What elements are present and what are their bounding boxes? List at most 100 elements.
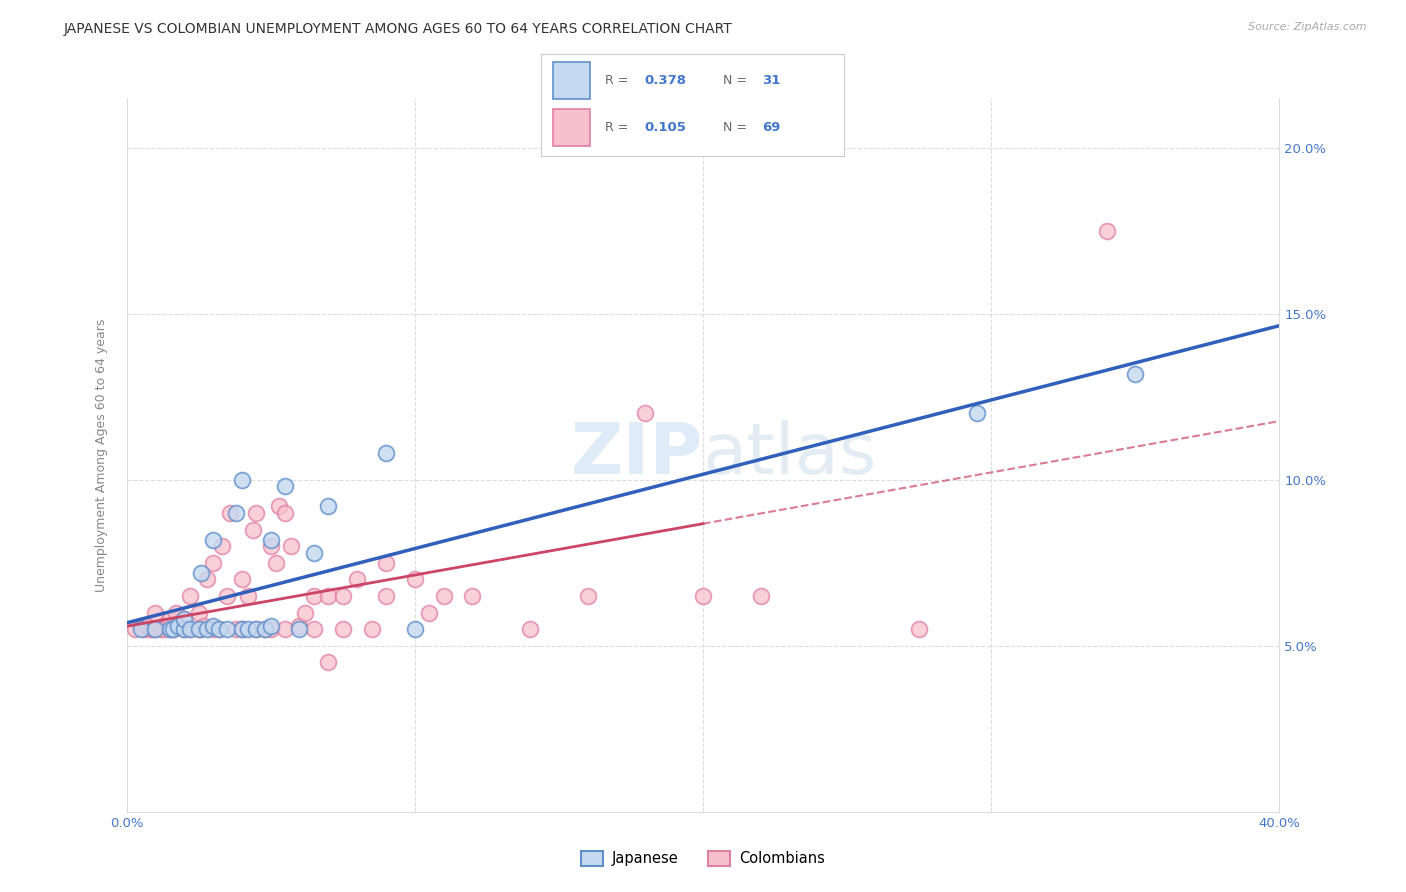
- Point: [217, 589, 239, 603]
- Point: [173, 622, 195, 636]
- Text: 69: 69: [762, 121, 780, 134]
- Point: [208, 622, 231, 636]
- Point: [749, 589, 772, 603]
- Point: [404, 622, 426, 636]
- Text: JAPANESE VS COLOMBIAN UNEMPLOYMENT AMONG AGES 60 TO 64 YEARS CORRELATION CHART: JAPANESE VS COLOMBIAN UNEMPLOYMENT AMONG…: [63, 22, 733, 37]
- Point: [187, 606, 209, 620]
- Point: [1123, 367, 1146, 381]
- Point: [288, 619, 311, 633]
- Point: [211, 539, 233, 553]
- Point: [141, 622, 163, 636]
- Point: [294, 606, 316, 620]
- FancyBboxPatch shape: [554, 62, 589, 99]
- Point: [692, 589, 714, 603]
- Point: [253, 622, 276, 636]
- Point: [217, 622, 239, 636]
- Point: [634, 406, 657, 420]
- Point: [190, 566, 212, 580]
- Point: [202, 533, 225, 547]
- Legend: Japanese, Colombians: Japanese, Colombians: [575, 845, 831, 872]
- Point: [150, 622, 173, 636]
- Point: [259, 533, 281, 547]
- Point: [274, 479, 297, 493]
- Point: [302, 546, 325, 560]
- Point: [576, 589, 599, 603]
- Point: [208, 622, 231, 636]
- Point: [242, 523, 264, 537]
- Point: [236, 622, 259, 636]
- Point: [173, 612, 195, 626]
- Point: [159, 612, 181, 626]
- Point: [159, 622, 181, 636]
- Text: R =: R =: [605, 121, 633, 134]
- Point: [259, 539, 281, 553]
- Point: [318, 500, 340, 514]
- Point: [966, 406, 988, 420]
- Point: [253, 622, 276, 636]
- Point: [145, 622, 166, 636]
- Point: [245, 622, 267, 636]
- Y-axis label: Unemployment Among Ages 60 to 64 years: Unemployment Among Ages 60 to 64 years: [94, 318, 108, 591]
- Point: [165, 606, 187, 620]
- Point: [266, 556, 288, 570]
- Point: [418, 606, 440, 620]
- Point: [159, 622, 181, 636]
- Point: [433, 589, 456, 603]
- Point: [231, 473, 253, 487]
- Point: [219, 506, 242, 520]
- Point: [202, 556, 225, 570]
- Point: [259, 619, 281, 633]
- Point: [374, 556, 398, 570]
- Text: Source: ZipAtlas.com: Source: ZipAtlas.com: [1249, 22, 1367, 32]
- Point: [259, 622, 281, 636]
- Point: [269, 500, 291, 514]
- Point: [318, 656, 340, 670]
- Point: [231, 573, 253, 587]
- Point: [129, 619, 152, 633]
- Point: [193, 619, 215, 633]
- Point: [360, 622, 382, 636]
- Point: [145, 606, 166, 620]
- Point: [332, 622, 354, 636]
- Point: [280, 539, 302, 553]
- Point: [236, 589, 259, 603]
- Point: [179, 589, 201, 603]
- Text: R =: R =: [605, 74, 633, 87]
- Point: [173, 622, 195, 636]
- Point: [346, 573, 368, 587]
- Point: [129, 622, 152, 636]
- Point: [135, 619, 157, 633]
- Point: [374, 589, 398, 603]
- Point: [202, 622, 225, 636]
- Text: ZIP: ZIP: [571, 420, 703, 490]
- Point: [318, 589, 340, 603]
- Point: [274, 622, 297, 636]
- Text: atlas: atlas: [703, 420, 877, 490]
- Point: [231, 622, 253, 636]
- Point: [173, 612, 195, 626]
- Point: [461, 589, 484, 603]
- Text: 0.378: 0.378: [644, 74, 686, 87]
- Point: [153, 622, 176, 636]
- Point: [167, 619, 190, 633]
- Point: [179, 622, 201, 636]
- Point: [187, 622, 209, 636]
- Point: [404, 573, 426, 587]
- Point: [162, 622, 184, 636]
- Point: [156, 619, 179, 633]
- Point: [374, 446, 398, 460]
- Point: [202, 619, 225, 633]
- Point: [332, 589, 354, 603]
- Text: N =: N =: [723, 74, 751, 87]
- Point: [187, 622, 209, 636]
- Text: N =: N =: [723, 121, 751, 134]
- Point: [1095, 224, 1118, 238]
- Point: [179, 622, 201, 636]
- Point: [908, 622, 931, 636]
- Text: 0.105: 0.105: [644, 121, 686, 134]
- Point: [190, 622, 212, 636]
- Point: [195, 573, 218, 587]
- Point: [145, 622, 166, 636]
- Point: [288, 622, 311, 636]
- Text: 31: 31: [762, 74, 780, 87]
